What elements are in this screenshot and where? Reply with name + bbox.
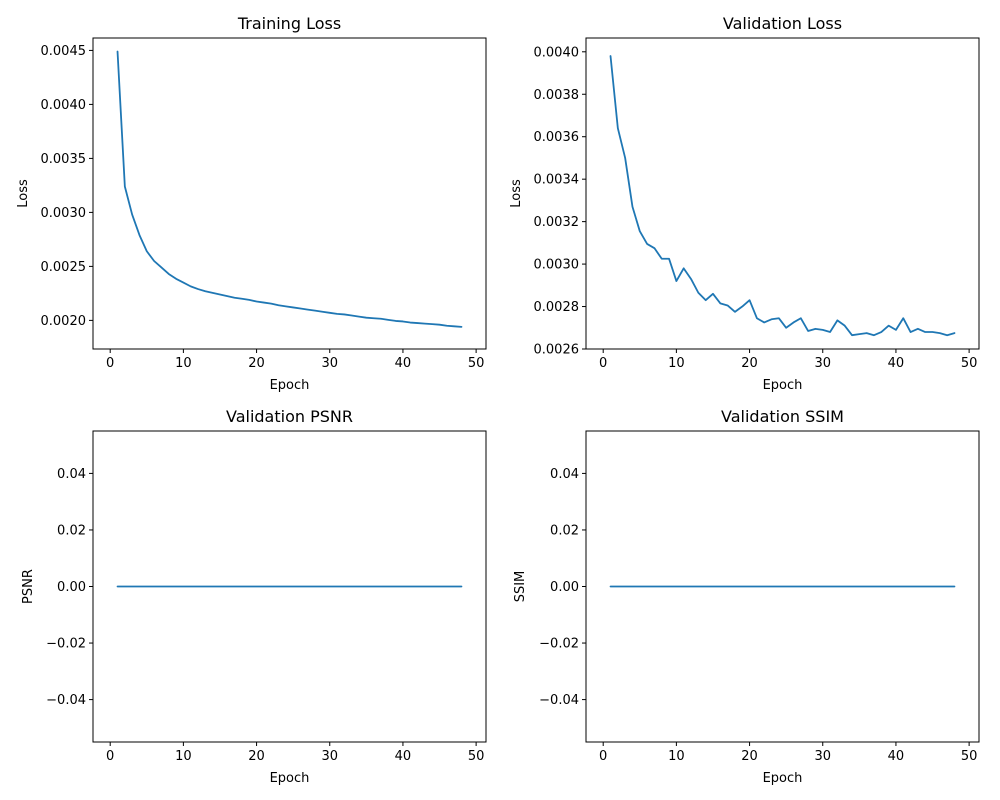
x-tick-label: 10 (668, 749, 685, 764)
x-tick-label: 20 (248, 749, 265, 764)
x-tick-label: 30 (321, 356, 338, 371)
y-axis-label: Loss (16, 179, 31, 208)
series-line (116, 50, 463, 328)
y-axis-label: PSNR (21, 569, 36, 604)
x-axis-label: Epoch (763, 378, 803, 393)
y-tick-label: 0.00 (550, 580, 579, 595)
x-tick-label: 20 (741, 356, 758, 371)
y-tick-label: −0.04 (46, 693, 86, 708)
x-axis-label: Epoch (763, 771, 803, 786)
y-tick-label: 0.0030 (534, 258, 580, 273)
validation-loss-chart: Validation Loss Epoch Loss 0 10 20 30 40 50 0.… (509, 14, 980, 393)
y-tick-label: 0.0040 (534, 45, 580, 60)
y-tick-label: 0.0038 (534, 88, 580, 103)
validation-ssim-chart: Validation SSIM Epoch SSIM 0 10 20 30 40 50 −0… (513, 407, 980, 786)
series-line (609, 55, 956, 337)
chart-title: Validation SSIM (721, 407, 844, 426)
y-tick-label: 0.0028 (534, 300, 580, 315)
y-tick-label: 0.0045 (41, 44, 87, 59)
x-tick-label: 40 (395, 749, 412, 764)
y-tick-label: 0.0034 (534, 173, 580, 188)
x-tick-label: 10 (668, 356, 685, 371)
x-tick-label: 50 (468, 749, 485, 764)
y-tick-label: 0.02 (550, 523, 579, 538)
x-tick-label: 20 (741, 749, 758, 764)
y-tick-label: 0.0025 (41, 260, 87, 275)
y-tick-label: −0.04 (539, 693, 579, 708)
y-tick-label: 0.0036 (534, 130, 580, 145)
y-axis-label: SSIM (513, 571, 528, 603)
chart-title: Validation PSNR (226, 407, 353, 426)
x-tick-label: 40 (888, 356, 905, 371)
axes-frame (585, 430, 980, 743)
x-tick-label: 0 (599, 749, 607, 764)
axes-frame (92, 37, 487, 350)
y-tick-label: 0.0040 (41, 98, 87, 113)
y-tick-label: 0.0020 (41, 314, 87, 329)
x-tick-label: 30 (814, 749, 831, 764)
x-tick-label: 30 (321, 749, 338, 764)
x-tick-label: 10 (175, 749, 192, 764)
y-tick-label: 0.04 (57, 467, 86, 482)
y-tick-label: 0.00 (57, 580, 86, 595)
x-tick-label: 40 (395, 356, 412, 371)
chart-title: Validation Loss (723, 14, 842, 33)
x-tick-label: 30 (814, 356, 831, 371)
x-tick-label: 0 (106, 356, 114, 371)
x-tick-label: 40 (888, 749, 905, 764)
x-tick-label: 10 (175, 356, 192, 371)
validation-psnr-chart: Validation PSNR Epoch PSNR 0 10 20 30 40 50 −0… (21, 407, 487, 786)
x-tick-label: 50 (468, 356, 485, 371)
axes-frame (92, 430, 487, 743)
axes-frame (585, 37, 980, 350)
x-tick-label: 0 (106, 749, 114, 764)
x-tick-label: 50 (961, 356, 978, 371)
y-tick-label: 0.0026 (534, 343, 580, 358)
y-tick-label: 0.0032 (534, 215, 580, 230)
y-tick-label: 0.0030 (41, 206, 87, 221)
y-tick-label: 0.0035 (41, 152, 87, 167)
y-axis-label: Loss (509, 179, 524, 208)
x-axis-label: Epoch (270, 771, 310, 786)
y-tick-label: 0.02 (57, 523, 86, 538)
x-axis-label: Epoch (270, 378, 310, 393)
chart-title: Training Loss (237, 14, 341, 33)
y-tick-label: 0.04 (550, 467, 579, 482)
y-tick-label: −0.02 (539, 637, 579, 652)
x-tick-label: 0 (599, 356, 607, 371)
y-tick-label: −0.02 (46, 637, 86, 652)
x-tick-label: 50 (961, 749, 978, 764)
x-tick-label: 20 (248, 356, 265, 371)
training-loss-chart: Training Loss Epoch Loss 0 10 20 30 40 50 0.00… (16, 14, 487, 393)
